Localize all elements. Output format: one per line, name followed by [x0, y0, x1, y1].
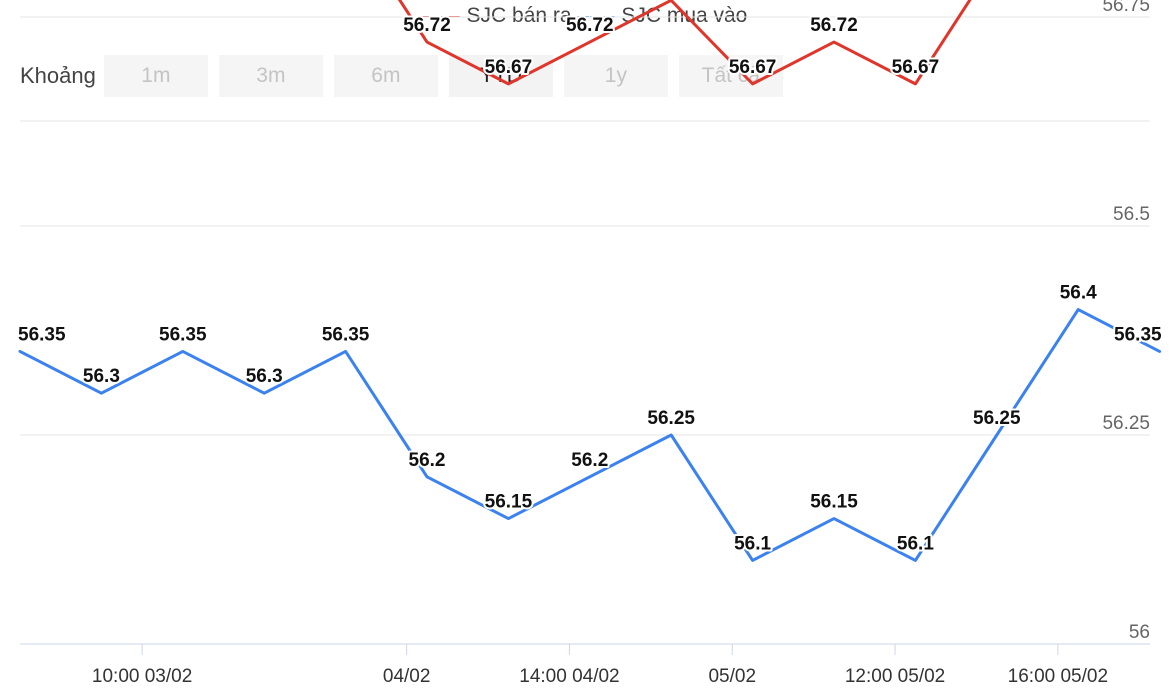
y-tick-label: 56 — [1129, 622, 1150, 643]
x-tick-label: 16:00 05/02 — [1008, 666, 1108, 687]
x-tick-label: 10:00 03/02 — [92, 666, 192, 687]
data-label: 56.1 — [897, 533, 934, 554]
buy-legend-dash: ––– — [577, 4, 616, 27]
data-label: 56.35 — [1114, 324, 1162, 345]
y-tick-label: 56.5 — [1113, 204, 1150, 225]
data-label: 56.35 — [18, 324, 66, 345]
y-tick-label: 56.75 — [1102, 0, 1150, 16]
range-selector: Khoảng 1m 3m 6m YTD 1y Tất cả — [20, 54, 794, 98]
data-label: 56.35 — [159, 324, 207, 345]
data-label: 56.25 — [647, 408, 695, 429]
data-label: 56.67 — [892, 57, 940, 78]
data-label: 56.67 — [485, 57, 533, 78]
x-tick-label: 14:00 04/02 — [519, 666, 619, 687]
data-label: 56.4 — [1060, 283, 1097, 304]
range-label: Khoảng — [20, 63, 96, 88]
x-tick-label: 05/02 — [708, 666, 756, 687]
range-button-1m[interactable]: 1m — [103, 55, 208, 97]
data-label: 56.1 — [734, 533, 771, 554]
x-tick-label: 12:00 05/02 — [845, 666, 945, 687]
data-label: 56.15 — [810, 492, 858, 513]
y-tick-label: 56.25 — [1102, 413, 1150, 434]
data-label: 56.3 — [246, 366, 283, 387]
data-label: 56.67 — [729, 57, 777, 78]
data-label: 56.3 — [83, 366, 120, 387]
data-label: 56.2 — [571, 450, 608, 471]
sell-legend-label[interactable]: SJC bán ra — [466, 4, 572, 27]
sell-legend-dash: ––– — [422, 4, 461, 27]
data-label: 56.72 — [403, 15, 451, 36]
sell-series-line — [397, 0, 972, 86]
data-label: 56.72 — [810, 15, 858, 36]
data-label: 56.15 — [485, 492, 533, 513]
data-label: 56.72 — [566, 15, 614, 36]
data-label: 56.2 — [409, 450, 446, 471]
range-button-1y[interactable]: 1y — [563, 55, 668, 97]
data-label: 56.35 — [322, 324, 370, 345]
range-button-3m[interactable]: 3m — [218, 55, 323, 97]
range-button-6m[interactable]: 6m — [333, 55, 438, 97]
x-tick-label: 04/02 — [383, 666, 431, 687]
data-label: 56.25 — [973, 408, 1021, 429]
